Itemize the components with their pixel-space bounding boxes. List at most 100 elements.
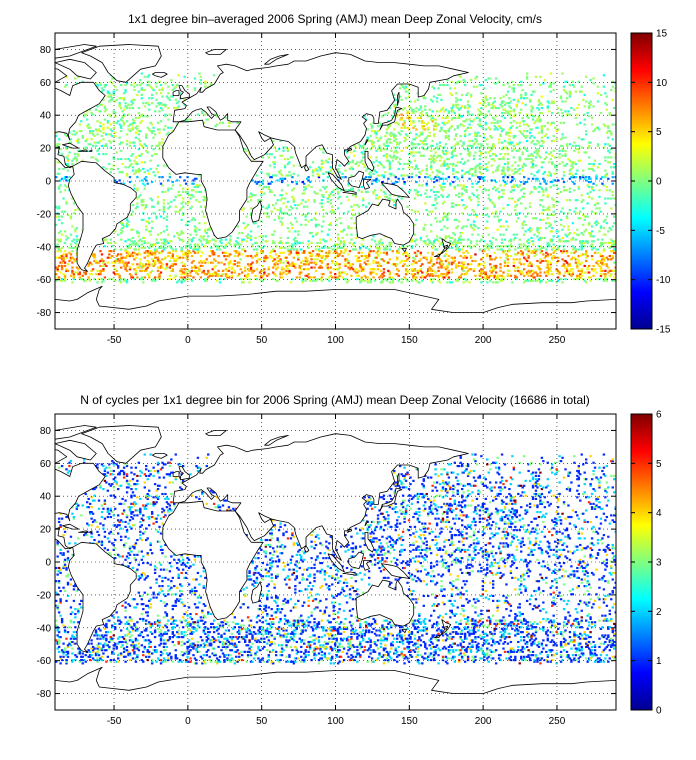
data-cell	[294, 230, 297, 233]
data-cell	[184, 256, 188, 259]
data-cell	[316, 258, 319, 261]
data-cell	[359, 281, 362, 284]
data-cell	[280, 177, 284, 180]
data-cell	[139, 238, 142, 241]
data-cell	[316, 169, 319, 172]
data-cell	[534, 120, 538, 123]
data-cell	[69, 233, 73, 236]
data-cell	[102, 98, 105, 101]
data-cell	[351, 248, 355, 251]
data-cell	[192, 236, 195, 240]
data-cell	[571, 271, 575, 274]
data-cell	[360, 268, 363, 271]
data-cell	[119, 125, 123, 128]
data-cell	[552, 149, 555, 152]
data-cell	[453, 149, 456, 152]
data-cell	[285, 269, 288, 272]
data-cell	[127, 103, 130, 106]
data-cell	[119, 228, 123, 231]
data-cell	[314, 279, 318, 282]
data-cell	[100, 134, 104, 138]
data-cell	[149, 159, 152, 162]
data-cell	[143, 161, 146, 164]
data-cell	[421, 125, 424, 128]
data-cell	[134, 162, 138, 166]
data-cell	[536, 151, 539, 154]
data-cell	[540, 125, 544, 128]
data-cell	[88, 273, 92, 276]
data-cell	[418, 143, 421, 146]
data-cell	[489, 255, 492, 258]
data-cell	[125, 133, 129, 136]
data-cell	[583, 177, 586, 180]
data-cell	[180, 268, 183, 271]
data-cell	[543, 134, 547, 138]
data-cell	[257, 258, 260, 261]
data-cell	[429, 189, 433, 192]
data-cell	[401, 177, 405, 180]
data-cell	[592, 246, 595, 249]
data-cell	[388, 123, 392, 126]
data-cell	[533, 276, 536, 279]
data-cell	[108, 162, 111, 166]
data-cell	[201, 261, 204, 264]
data-cell	[168, 259, 172, 263]
data-cell	[184, 271, 188, 274]
data-cell	[63, 133, 67, 136]
data-cell	[124, 261, 127, 264]
data-cell	[121, 259, 124, 263]
data-cell	[484, 123, 487, 126]
data-cell	[455, 266, 458, 269]
data-cell	[233, 255, 236, 258]
data-cell	[444, 136, 448, 139]
data-cell	[258, 271, 262, 274]
data-cell	[463, 266, 467, 269]
data-cell	[452, 181, 455, 184]
data-cell	[530, 110, 533, 113]
data-cell	[198, 228, 201, 231]
data-cell	[117, 273, 120, 276]
data-cell	[90, 131, 93, 134]
data-cell	[570, 251, 573, 254]
data-cell	[589, 190, 592, 194]
data-cell	[108, 253, 111, 256]
data-cell	[587, 177, 591, 180]
data-cell	[542, 205, 545, 208]
data-cell	[69, 141, 73, 144]
data-cell	[119, 157, 123, 161]
data-cell	[520, 181, 523, 184]
data-cell	[279, 251, 282, 254]
data-cell	[434, 197, 437, 200]
data-cell	[189, 251, 192, 254]
data-cell	[317, 248, 321, 251]
data-cell	[450, 268, 454, 271]
data-cell	[462, 263, 465, 266]
data-cell	[168, 266, 172, 269]
data-cell	[143, 251, 146, 254]
data-cell	[429, 258, 433, 261]
data-cell	[71, 261, 74, 264]
data-cell	[537, 141, 541, 144]
data-cell	[373, 169, 377, 172]
data-cell	[443, 185, 446, 189]
data-cell	[432, 128, 436, 131]
data-cell	[521, 195, 524, 198]
data-cell	[573, 189, 576, 192]
data-cell	[542, 139, 545, 143]
data-cell	[429, 256, 433, 259]
data-cell	[429, 230, 433, 233]
data-cell	[310, 276, 313, 279]
data-cell	[381, 174, 384, 177]
data-cell	[97, 273, 101, 276]
data-cell	[565, 189, 569, 192]
data-cell	[471, 120, 474, 123]
data-cell	[577, 248, 580, 251]
data-cell	[322, 172, 325, 175]
data-cell	[520, 269, 523, 272]
data-cell	[559, 210, 563, 213]
data-cell	[413, 233, 417, 236]
data-cell	[261, 251, 265, 254]
data-cell	[562, 212, 566, 215]
data-cell	[503, 162, 507, 166]
data-cell	[432, 278, 436, 281]
